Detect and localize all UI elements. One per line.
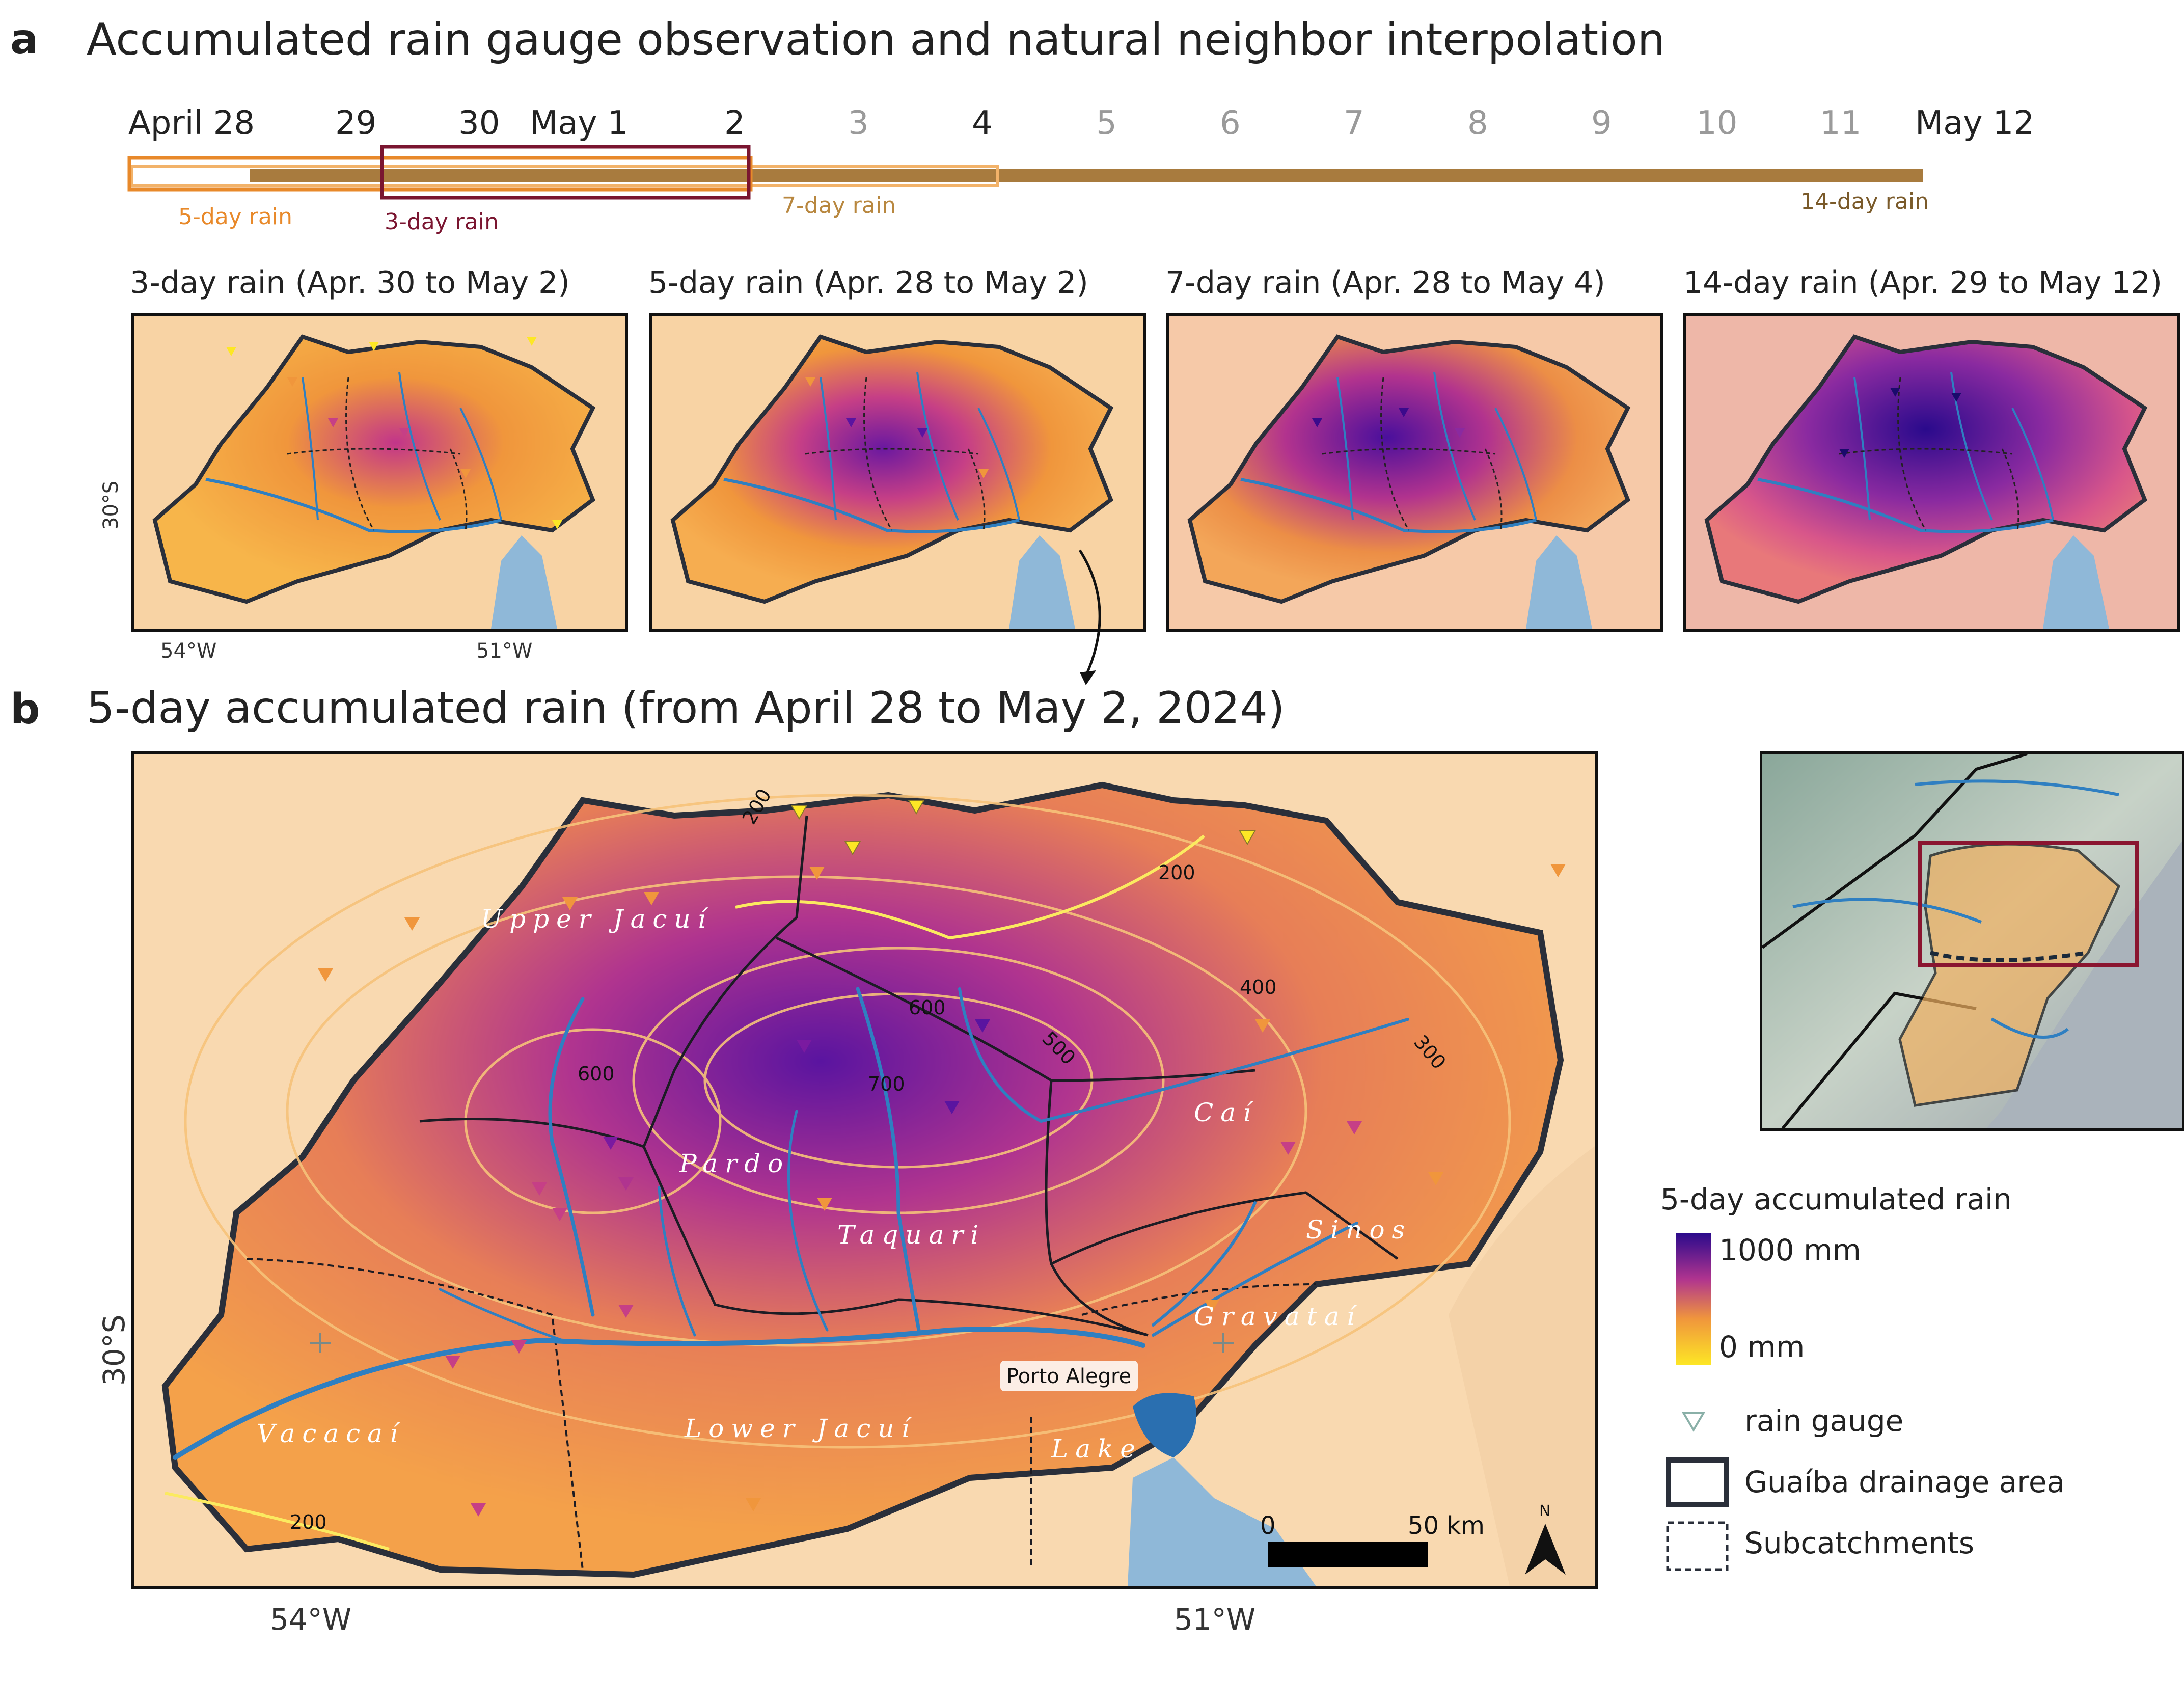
legend-max: 1000 mm xyxy=(1719,1233,1862,1267)
timeline-date: 11 xyxy=(1820,104,1862,142)
rain-gauges xyxy=(318,800,1566,1517)
scale-bar xyxy=(1268,1542,1428,1567)
main-lon-label: 54°W xyxy=(270,1602,352,1637)
rivers xyxy=(173,987,1409,1460)
north-arrow-icon xyxy=(1525,1524,1566,1575)
legend-gauge-icon xyxy=(1681,1412,1706,1432)
small-map-title: 5-day rain (Apr. 28 to May 2) xyxy=(648,265,1088,301)
timeline-date: 30 xyxy=(458,104,500,142)
contour-label: 700 xyxy=(868,1073,905,1095)
subcatchment-label-lake: Lake xyxy=(1051,1434,1142,1464)
legend-gauge-label: rain gauge xyxy=(1744,1403,1904,1438)
north-label: N xyxy=(1539,1502,1550,1520)
city-label-porto-alegre: Porto Alegre xyxy=(1006,1365,1131,1388)
subcatchment-label-taquari: Taquari xyxy=(837,1220,986,1250)
lat-label: 30°S xyxy=(99,480,123,530)
scale-bar-start: 0 xyxy=(1260,1511,1276,1540)
window-label-3-day: 3-day rain xyxy=(385,209,499,235)
contour-label: 200 xyxy=(1158,861,1195,884)
timeline-date: 5 xyxy=(1096,104,1117,142)
subcatchment-label-pardo: Pardo xyxy=(679,1149,790,1178)
panel-a-letter: a xyxy=(10,15,39,64)
scale-bar-end: 50 km xyxy=(1408,1511,1485,1540)
timeline-date: 29 xyxy=(335,104,377,142)
legend-subcatchment-icon xyxy=(1666,1521,1729,1571)
main-lat-label: 30°S xyxy=(97,1314,131,1386)
subcatchment-label-upper-jacui: Upper Jacuí xyxy=(481,904,713,934)
timeline-date: 3 xyxy=(848,104,869,142)
panel-b-letter: b xyxy=(10,685,40,734)
bar-14-day xyxy=(250,169,1923,182)
inset-locator-map xyxy=(1760,751,2184,1131)
small-map-14-day xyxy=(1683,313,2180,632)
timeline-date: May 1 xyxy=(530,104,629,142)
contour-label: 600 xyxy=(909,996,946,1019)
main-map: Upper Jacuí Pardo Taquari Caí Sinos Grav… xyxy=(131,751,1598,1589)
small-map-title: 7-day rain (Apr. 28 to May 4) xyxy=(1165,265,1605,301)
small-map-title: 14-day rain (Apr. 29 to May 12) xyxy=(1683,265,2163,301)
timeline-date: 8 xyxy=(1467,104,1488,142)
legend-title: 5-day accumulated rain xyxy=(1660,1182,2012,1217)
small-map-3-day xyxy=(131,313,628,632)
link-arrow xyxy=(1078,549,1101,685)
guaiba-lake xyxy=(1133,1393,1196,1457)
lon-label: 51°W xyxy=(476,639,533,663)
timeline-bars xyxy=(127,145,1923,200)
panel-b-title: 5-day accumulated rain (from April 28 to… xyxy=(87,683,1285,734)
guaiba-drainage-area xyxy=(161,781,1564,1578)
timeline-date: April 28 xyxy=(128,104,255,142)
legend-drainage-icon xyxy=(1666,1457,1729,1507)
contour-label: 400 xyxy=(1240,976,1277,998)
bar-7-day xyxy=(130,165,999,187)
small-map-5-day xyxy=(649,313,1146,632)
timeline-date: May 12 xyxy=(1915,104,2035,142)
subcatchment-label-sinos: Sinos xyxy=(1306,1215,1412,1245)
legend-subcatchment-label: Subcatchments xyxy=(1744,1526,1975,1560)
timeline-date: 9 xyxy=(1591,104,1612,142)
main-lon-label: 51°W xyxy=(1174,1602,1256,1637)
subcatchment-label-cai: Caí xyxy=(1194,1098,1258,1127)
timeline-date: 4 xyxy=(972,104,993,142)
legend-colorbar xyxy=(1676,1233,1711,1365)
contour-label: 200 xyxy=(290,1511,327,1533)
subcatchment-label-gravatai: Gravataí xyxy=(1194,1302,1362,1331)
timeline-date: 10 xyxy=(1696,104,1738,142)
inset-extent-box xyxy=(1918,841,2139,967)
timeline-date: 7 xyxy=(1344,104,1364,142)
timeline-date: 6 xyxy=(1220,104,1241,142)
subcatchment-label-lower-jacui: Lower Jacuí xyxy=(684,1414,917,1443)
subcatchment-label-vacacai: Vacacaí xyxy=(257,1419,405,1448)
small-map-7-day xyxy=(1166,313,1663,632)
window-label-5-day: 5-day rain xyxy=(178,204,292,230)
contour-label: 600 xyxy=(578,1063,615,1085)
legend-drainage-label: Guaíba drainage area xyxy=(1744,1465,2065,1499)
bar-3-day xyxy=(380,145,751,200)
panel-a-title: Accumulated rain gauge observation and n… xyxy=(87,14,1666,65)
lon-label: 54°W xyxy=(160,639,217,663)
window-label-7-day: 7-day rain xyxy=(782,193,896,219)
window-label-14-day: 14-day rain xyxy=(1800,188,1929,214)
small-map-title: 3-day rain (Apr. 30 to May 2) xyxy=(130,265,570,301)
legend-min: 0 mm xyxy=(1719,1330,1805,1364)
bar-5-day xyxy=(127,156,753,192)
timeline-date: 2 xyxy=(724,104,745,142)
